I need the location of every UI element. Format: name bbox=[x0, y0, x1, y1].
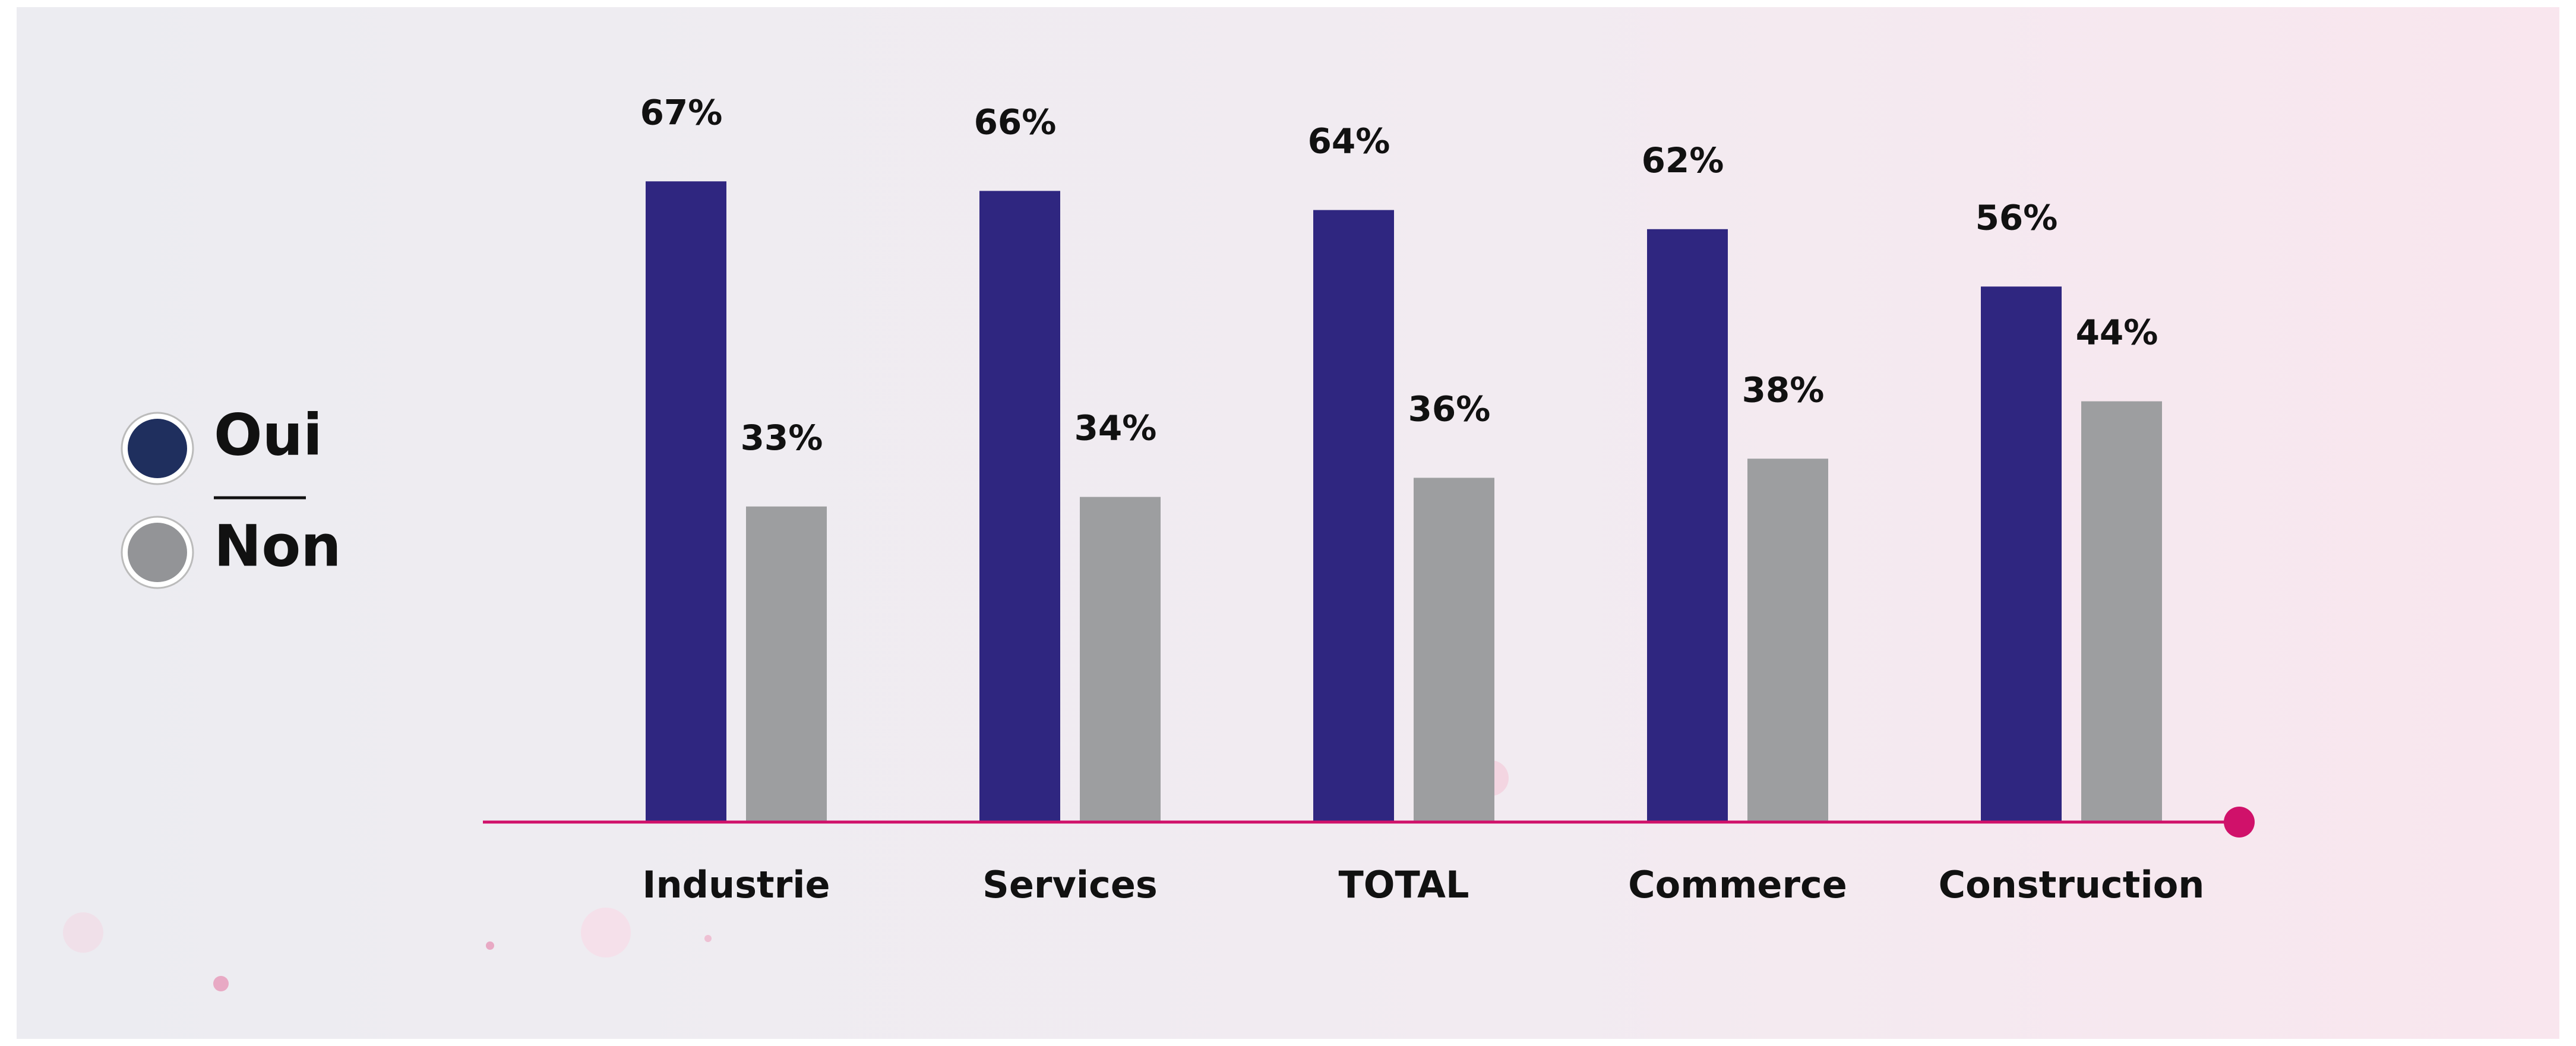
x-tick-label: TOTAL bbox=[1339, 863, 1469, 906]
legend-label: Non bbox=[214, 513, 342, 579]
decor bbox=[213, 976, 229, 991]
x-tick-label: Commerce bbox=[1628, 863, 1847, 906]
value-label: 36% bbox=[1408, 389, 1491, 429]
legend-swatch bbox=[128, 419, 187, 478]
value-label: 64% bbox=[1308, 121, 1390, 162]
decor bbox=[581, 908, 631, 957]
value-label: 66% bbox=[974, 102, 1057, 143]
bar bbox=[1080, 497, 1161, 822]
value-label: 38% bbox=[1742, 369, 1825, 410]
x-tick-label: Construction bbox=[1939, 863, 2205, 906]
value-label: 33% bbox=[741, 418, 823, 458]
bar bbox=[1647, 229, 1728, 822]
decor bbox=[63, 912, 103, 953]
decor bbox=[486, 941, 494, 950]
bar bbox=[1747, 459, 1828, 822]
value-label: 34% bbox=[1074, 408, 1157, 448]
value-label: 62% bbox=[1642, 140, 1724, 181]
decor bbox=[704, 935, 712, 942]
bar bbox=[1414, 478, 1494, 822]
bar bbox=[746, 506, 827, 822]
x-tick-label: Services bbox=[982, 863, 1158, 906]
bar bbox=[646, 181, 726, 822]
bar bbox=[2081, 401, 2162, 822]
axis-end-dot bbox=[2224, 807, 2255, 838]
value-label: 56% bbox=[1976, 198, 2058, 238]
legend-swatch bbox=[128, 523, 187, 582]
value-label: 44% bbox=[2076, 312, 2158, 353]
bar bbox=[979, 191, 1060, 822]
x-tick-label: Industrie bbox=[642, 863, 830, 906]
bar bbox=[1313, 210, 1394, 823]
value-label: 67% bbox=[640, 92, 723, 132]
legend-label: Oui bbox=[214, 402, 323, 468]
bar bbox=[1981, 286, 2062, 822]
